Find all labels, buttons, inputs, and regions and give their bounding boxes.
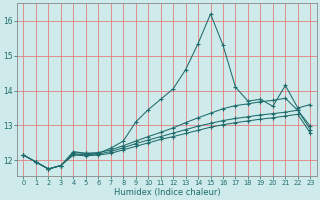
X-axis label: Humidex (Indice chaleur): Humidex (Indice chaleur) <box>114 188 220 197</box>
